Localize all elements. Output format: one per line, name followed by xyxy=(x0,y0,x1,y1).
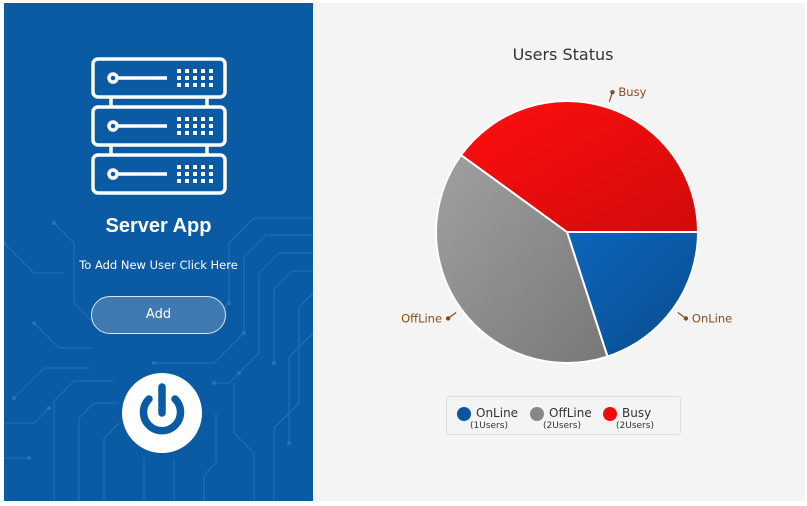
app-window: Server App To Add New User Click Here Ad… xyxy=(4,3,805,501)
server-rack-icon xyxy=(91,57,227,201)
add-user-button[interactable]: Add xyxy=(91,296,226,334)
legend-count-online: (1Users) xyxy=(470,421,508,431)
power-button[interactable] xyxy=(122,373,202,453)
legend-label-busy: Busy xyxy=(622,406,652,420)
pie-chart: OnLine OffLine Busy xyxy=(401,85,732,364)
pie-slice-offline xyxy=(435,153,609,364)
legend-swatch-offline xyxy=(530,407,544,421)
app-title: Server App xyxy=(105,215,212,237)
legend-count-offline: (2Users) xyxy=(543,421,581,431)
power-icon xyxy=(139,383,185,435)
legend-swatch-online xyxy=(457,407,471,421)
legend-swatch-busy xyxy=(603,407,617,421)
add-user-hint: To Add New User Click Here xyxy=(79,258,238,272)
pie-leader-dot-busy xyxy=(610,89,615,95)
chart-title: Users Status xyxy=(512,45,614,64)
legend-count-busy: (2Users) xyxy=(616,421,654,431)
left-panel: Server App To Add New User Click Here Ad… xyxy=(4,3,313,501)
circuit-background xyxy=(4,217,313,501)
pie-leader-dot-online xyxy=(683,316,689,321)
chart-legend: OnLine (1Users) OffLine (2Users) Busy (2… xyxy=(446,396,681,435)
pie-leader-dot-offline xyxy=(445,316,451,321)
chart-panel: Users Status OnLine OffLine Busy OnLine (1… xyxy=(313,3,805,501)
legend-label-online: OnLine xyxy=(476,406,519,420)
pie-label-busy: Busy xyxy=(618,85,646,99)
legend-label-offline: OffLine xyxy=(549,406,592,420)
pie-label-online: OnLine xyxy=(692,311,732,325)
pie-slice-online xyxy=(565,231,700,358)
pie-label-offline: OffLine xyxy=(401,311,442,325)
pie-slice-busy xyxy=(459,100,700,233)
